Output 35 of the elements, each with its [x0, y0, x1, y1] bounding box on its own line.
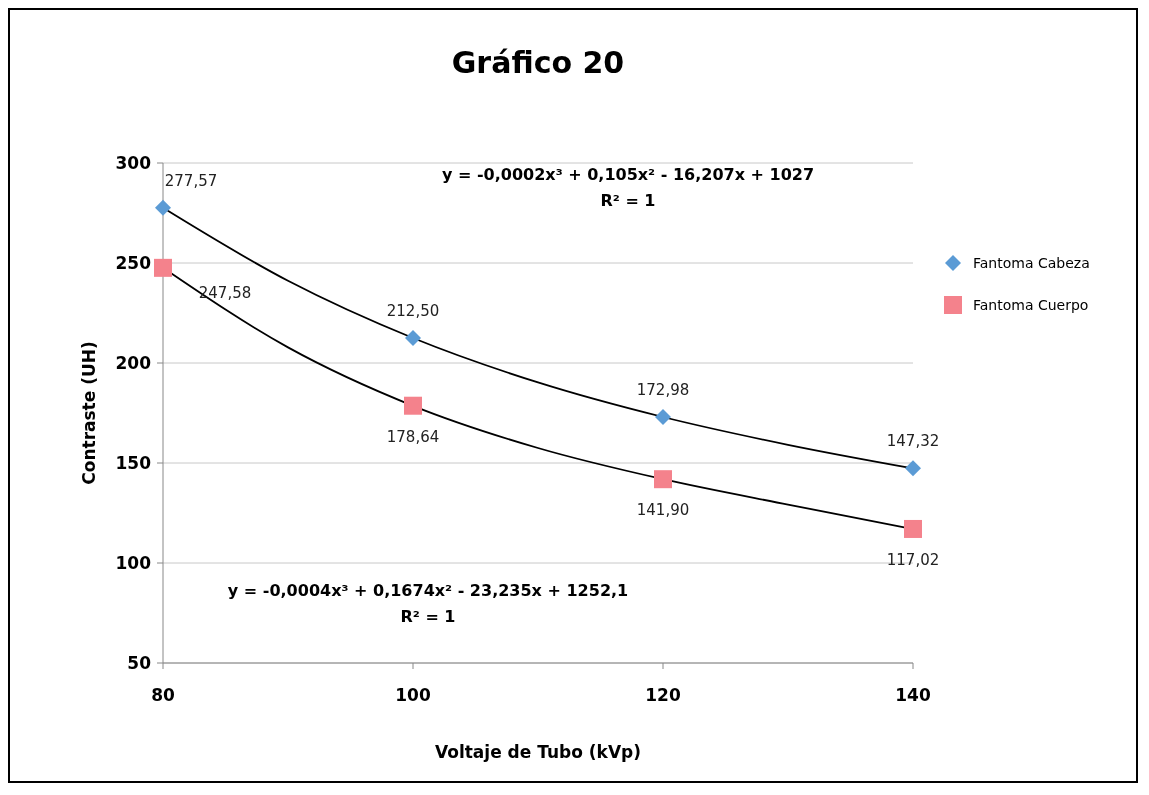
data-label: 277,57 [164, 171, 218, 190]
y-tick-label: 150 [115, 453, 152, 473]
point [405, 330, 421, 346]
point [904, 519, 922, 538]
chart-title: Gráfico 20 [451, 45, 625, 80]
annotation: y = -0,0002x³ + 0,105x² - 16,207x + 1027 [441, 165, 815, 184]
x-tick-label: 100 [395, 685, 431, 705]
legend-label: Fantoma Cuerpo [973, 297, 1089, 313]
x-tick-label: 80 [151, 685, 175, 705]
data-label: 247,58 [198, 283, 252, 302]
point [404, 396, 422, 415]
point [905, 460, 921, 477]
point [655, 409, 671, 426]
annotation: R² = 1 [400, 607, 456, 626]
data-label: 212,50 [386, 302, 440, 320]
y-tick-label: 250 [115, 253, 152, 273]
x-tick-label: 140 [895, 685, 931, 705]
y-tick-label: 200 [115, 353, 152, 373]
data-label: 147,32 [886, 432, 940, 451]
data-label: 141,90 [636, 501, 690, 520]
point [154, 258, 172, 277]
x-tick-label: 120 [645, 685, 681, 705]
y-tick-label: 300 [115, 153, 152, 173]
y-tick-label: 50 [127, 653, 152, 673]
point [654, 470, 672, 489]
annotation: y = -0,0004x³ + 0,1674x² - 23,235x + 1252,1 [227, 581, 629, 600]
data-label: 172,98 [636, 381, 690, 400]
x-axis-title: Voltaje de Tubo (kVp) [435, 742, 641, 762]
annotation: R² = 1 [600, 191, 656, 210]
legend-label: Fantoma Cabeza [973, 255, 1090, 271]
point [155, 199, 171, 216]
y-tick-label: 100 [115, 553, 152, 573]
data-label: 117,02 [886, 550, 940, 569]
y-axis-title: Contraste (UH) [79, 341, 99, 485]
data-label: 178,64 [386, 427, 440, 446]
